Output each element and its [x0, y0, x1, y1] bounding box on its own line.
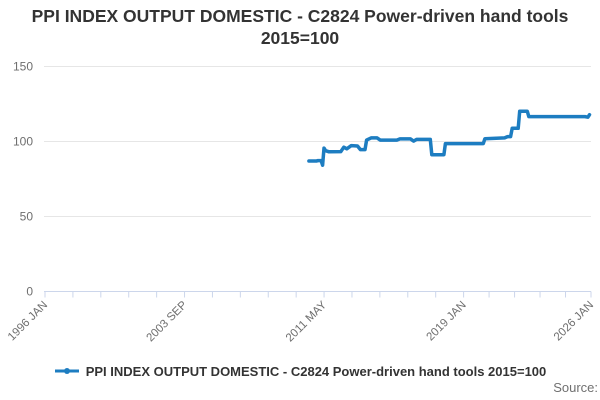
y-axis-tick-label: 100	[13, 135, 33, 149]
source-label: Source:	[553, 380, 598, 395]
chart-title-text: PPI INDEX OUTPUT DOMESTIC - C2824 Power-…	[31, 6, 569, 48]
legend-item[interactable]: PPI INDEX OUTPUT DOMESTIC - C2824 Power-…	[0, 361, 600, 381]
y-axis-tick-label: 50	[20, 210, 34, 224]
y-axis-tick-label: 0	[26, 285, 33, 299]
chart-title: PPI INDEX OUTPUT DOMESTIC - C2824 Power-…	[0, 6, 600, 50]
legend-label: PPI INDEX OUTPUT DOMESTIC - C2824 Power-…	[85, 363, 547, 379]
x-axis-tick-label: 2011 MAY	[284, 299, 329, 344]
series-line[interactable]	[307, 109, 592, 167]
chart-canvas[interactable]: 0 50 100 150 1996 JAN 2003 SEP 2011 MAY 2019 JA…	[0, 0, 600, 355]
x-axis-tick-label: 1996 JAN	[6, 299, 50, 343]
x-axis-tick-label: 2026 JAN	[552, 299, 596, 343]
legend-marker-dot	[63, 368, 70, 374]
legend-line-marker-icon	[54, 368, 79, 374]
x-axis-tick-label: 2003 SEP	[145, 299, 190, 344]
x-axis-tick-label: 2019 JAN	[425, 299, 469, 343]
y-axis-tick-label: 150	[13, 60, 33, 74]
